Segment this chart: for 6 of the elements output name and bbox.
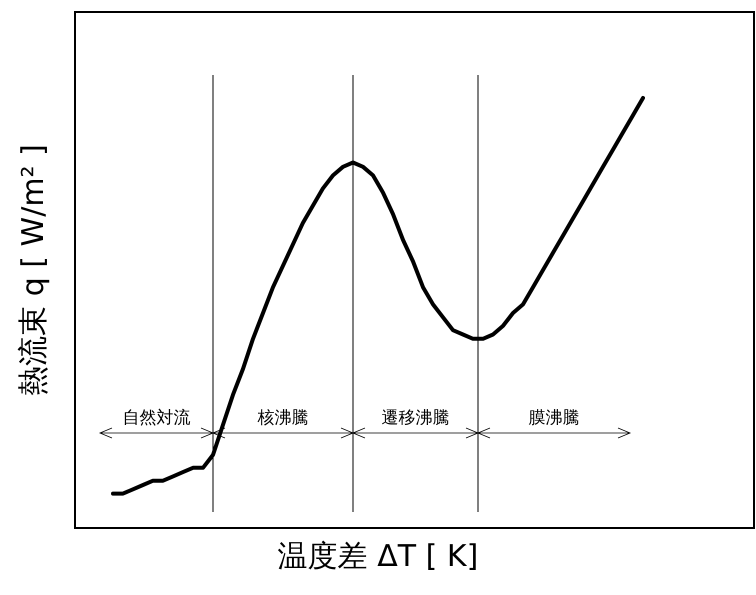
x-axis-title: 温度差 ΔT [ K] <box>278 538 478 574</box>
annotation: 遷移沸騰 <box>382 408 450 428</box>
annotation: 核沸騰 <box>256 408 308 428</box>
annotation: 自然対流 <box>122 408 190 428</box>
annotation: 膜沸騰 <box>528 408 580 428</box>
y-axis-title: 熱流束 q [ W/m² ] <box>16 144 51 396</box>
